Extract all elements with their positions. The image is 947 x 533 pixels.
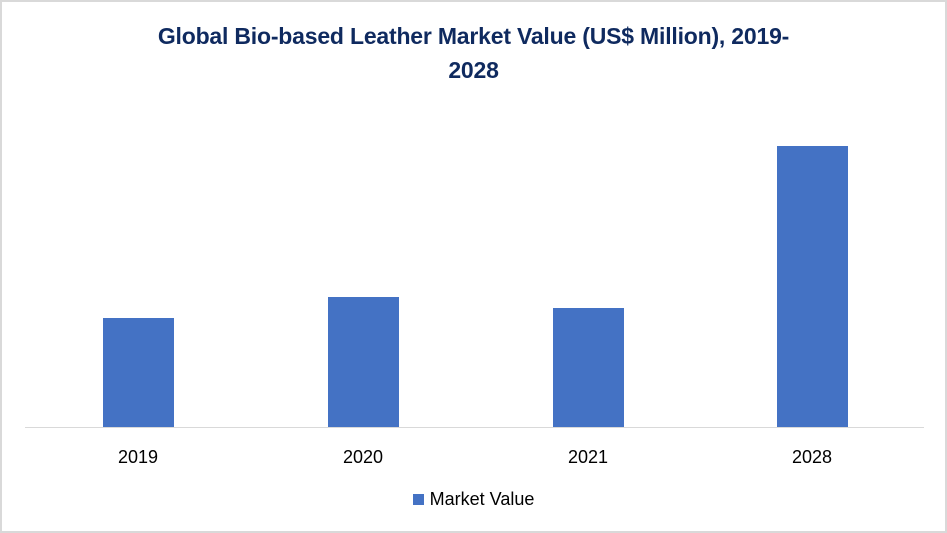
chart-title-line-2: 2028: [448, 57, 499, 83]
bar-2021: [553, 308, 624, 427]
legend-swatch-market-value: [412, 494, 424, 505]
bar-2020: [328, 297, 399, 427]
bar-2019: [103, 318, 174, 427]
legend: Market Value: [2, 489, 945, 510]
x-tick-label-2028: 2028: [791, 447, 833, 467]
x-axis-line: [25, 427, 924, 428]
bar-2028: [777, 146, 848, 427]
legend-label: Market Value: [429, 489, 535, 509]
x-tick-label-2019: 2019: [117, 447, 159, 467]
x-tick-label-2021: 2021: [567, 447, 609, 467]
x-tick-label-2020: 2020: [342, 447, 384, 467]
chart-title-line-1: Global Bio-based Leather Market Value (U…: [157, 23, 790, 49]
chart-title: Global Bio-based Leather Market Value (U…: [2, 19, 945, 87]
